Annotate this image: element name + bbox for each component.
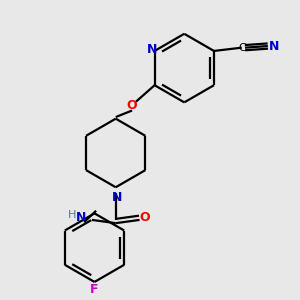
Text: O: O: [127, 99, 137, 112]
Text: C: C: [238, 43, 246, 53]
Text: N: N: [76, 211, 86, 224]
Text: N: N: [112, 191, 122, 204]
Text: N: N: [268, 40, 279, 52]
Text: N: N: [147, 43, 157, 56]
Text: H: H: [68, 210, 76, 220]
Text: F: F: [90, 283, 99, 296]
Text: O: O: [140, 211, 150, 224]
